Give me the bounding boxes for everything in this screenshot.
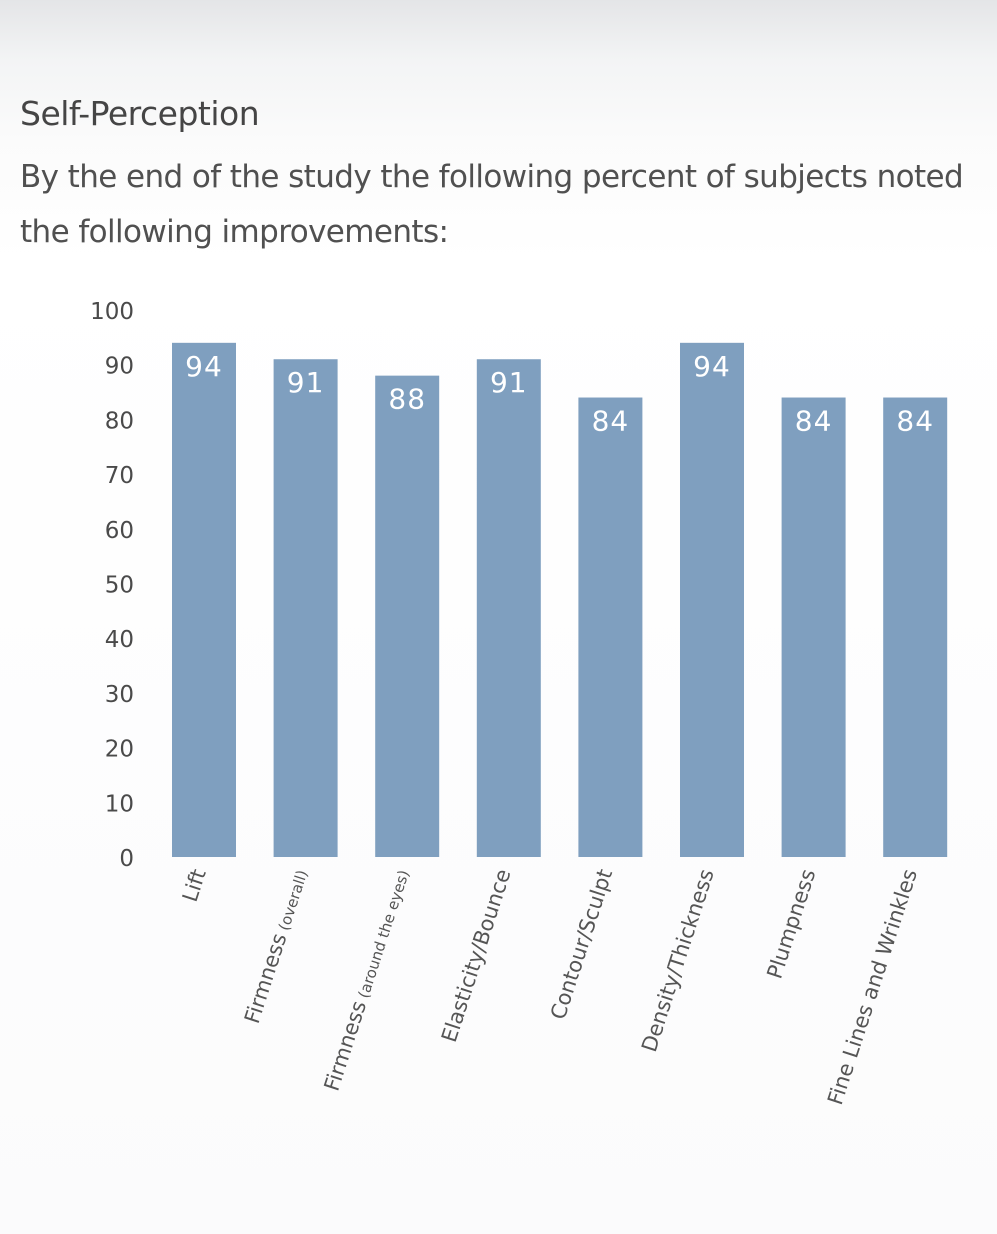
- x-tick-label: Firmness (overall): [240, 866, 312, 1026]
- data-label: 84: [795, 405, 833, 438]
- x-tick-label-main: Contour/Sculpt: [546, 866, 617, 1022]
- bar: [578, 397, 643, 857]
- y-tick-label: 80: [105, 408, 134, 434]
- x-tick-label: Firmness (around the eyes): [320, 866, 414, 1094]
- x-tick-label: Fine Lines and Wrinkles: [823, 866, 922, 1108]
- data-label: 84: [592, 405, 630, 438]
- bar: [680, 342, 744, 857]
- bar: [172, 342, 236, 857]
- y-tick-label: 40: [105, 627, 134, 653]
- data-label: 94: [185, 350, 223, 383]
- bar: [476, 359, 541, 857]
- x-tick-label: Elasticity/Bounce: [437, 866, 516, 1045]
- y-tick-label: 0: [119, 846, 134, 872]
- x-tick-label: Density/Thickness: [637, 866, 719, 1055]
- y-tick-label: 30: [105, 682, 134, 708]
- x-tick-label-main: Lift: [178, 866, 211, 905]
- chart-subtitle: By the end of the study the following pe…: [20, 159, 964, 250]
- x-tick-label: Lift: [178, 866, 211, 905]
- x-tick-label-main: Firmness: [240, 930, 292, 1026]
- y-tick-label: 50: [105, 573, 134, 599]
- y-tick-label: 20: [105, 737, 134, 763]
- bar: [273, 359, 338, 857]
- x-tick-label-main: Plumpness: [762, 866, 820, 982]
- x-tick-label: Contour/Sculpt: [546, 866, 617, 1022]
- y-tick-label: 90: [105, 354, 134, 380]
- data-label: 91: [490, 366, 528, 399]
- data-label: 88: [388, 383, 426, 416]
- data-label: 84: [896, 405, 934, 438]
- x-tick-label-main: Elasticity/Bounce: [437, 866, 516, 1045]
- bar: [883, 397, 948, 857]
- y-tick-label: 70: [105, 463, 134, 489]
- y-tick-label: 60: [105, 518, 134, 544]
- data-label: 91: [287, 366, 325, 399]
- x-tick-label-qualifier: (around the eyes): [353, 868, 413, 1005]
- x-tick-label-main: Fine Lines and Wrinkles: [823, 866, 922, 1108]
- y-tick-label: 10: [105, 791, 134, 817]
- x-tick-label-qualifier: (overall): [273, 868, 311, 938]
- y-tick-label: 100: [90, 299, 134, 325]
- x-tick-label: Plumpness: [762, 866, 820, 982]
- bar: [375, 375, 440, 857]
- data-label: 94: [693, 350, 731, 383]
- x-tick-label-main: Firmness: [320, 998, 372, 1094]
- bar: [781, 397, 846, 857]
- chart-title: Self-Perception: [20, 94, 260, 133]
- x-tick-label-main: Density/Thickness: [637, 866, 719, 1055]
